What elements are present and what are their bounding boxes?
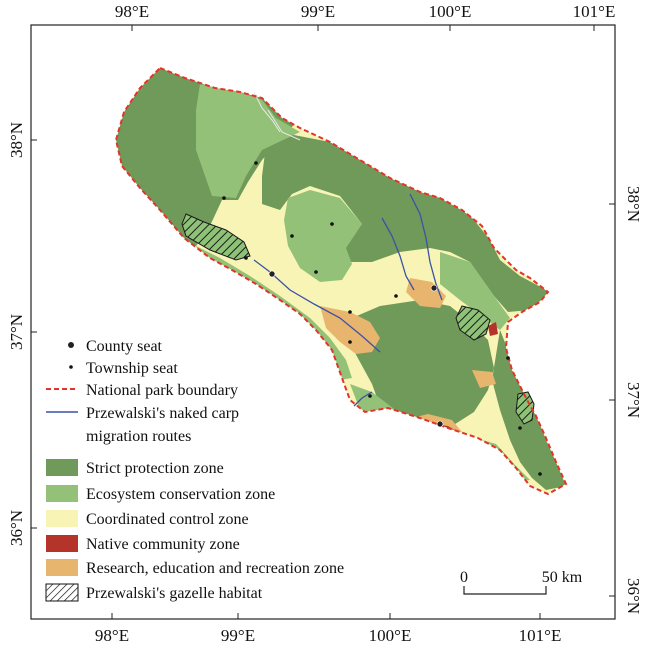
research-zone-central (320, 306, 380, 354)
top-lon-label: 98°E (115, 2, 149, 21)
legend-coordinated: Coordinated control zone (86, 511, 249, 528)
township-seat-marker (330, 222, 334, 226)
research-zone-east (472, 370, 496, 388)
township-seat-marker (348, 310, 352, 314)
top-lon-label: 101°E (573, 2, 616, 21)
legend-research: Research, education and recreation zone (86, 560, 344, 577)
left-lat-label: 37°N (7, 314, 26, 350)
township-seat-marker (518, 426, 522, 430)
drainage-line-a (253, 91, 281, 133)
county-seat-marker (268, 270, 276, 278)
township-seat-marker (290, 234, 294, 238)
gazelle-habitats (181, 213, 535, 425)
ecosystem-conservation-zone-north (196, 84, 300, 198)
right-lat-label: 37°N (624, 382, 643, 418)
legend-gazelle: Przewalski's gazelle habitat (86, 585, 263, 602)
scale-start-label: 0 (460, 569, 468, 586)
township-seat-marker (254, 161, 258, 165)
scale-bar-line (463, 586, 547, 595)
township-seat-marker (394, 294, 398, 298)
drainage-lines (253, 91, 301, 141)
community-swatch-icon (46, 535, 78, 552)
township-seat-marker (506, 356, 510, 360)
township-seat-marker (368, 394, 372, 398)
migration-route-north-a (381, 217, 415, 291)
legend-ecosystem: Ecosystem conservation zone (86, 486, 275, 503)
legend-county-seat: County seat (86, 338, 163, 355)
ecosystem-conservation-zone-central (284, 190, 362, 282)
township-seat-marker (538, 472, 542, 476)
scale-end-label: 50 km (542, 569, 583, 586)
scale-bar: 0 50 km (460, 569, 583, 595)
left-lat-label: 36°N (7, 510, 26, 546)
research-swatch-icon (46, 559, 78, 576)
legend-strict: Strict protection zone (86, 460, 224, 477)
gazelle-habitat-west (181, 213, 251, 261)
county-seats (268, 270, 444, 428)
township-seat-icon (69, 365, 73, 369)
legend: County seat Township seat National park … (45, 338, 344, 602)
gazelle-swatch-icon (45, 583, 79, 602)
strict-protection-zone-central (348, 300, 494, 432)
strict-protection-zone-northeast (262, 130, 550, 312)
research-zone-lake (406, 278, 446, 308)
county-seat-marker (436, 420, 444, 428)
top-lon-label: 100°E (429, 2, 472, 21)
legend-carp-line2: migration routes (86, 428, 191, 445)
township-seat-marker (222, 196, 226, 200)
bottom-lon-label: 100°E (369, 626, 412, 645)
ecosystem-swatch-icon (46, 485, 78, 502)
strict-swatch-icon (46, 459, 78, 476)
legend-community: Native community zone (86, 536, 240, 553)
right-lat-label: 38°N (624, 186, 643, 222)
gazelle-habitat-southeast (515, 391, 535, 425)
migration-route-south (353, 391, 373, 407)
legend-carp-line1: Przewalski's naked carp (86, 405, 239, 422)
township-seat-marker (314, 270, 318, 274)
coordinated-swatch-icon (46, 510, 78, 527)
ecosystem-conservation-zone-east (440, 252, 510, 330)
graticule-ticks (31, 25, 615, 619)
top-lon-label: 99°E (301, 2, 335, 21)
township-seats (222, 161, 542, 476)
bottom-lon-label: 98°E (95, 626, 129, 645)
bottom-lon-label: 99°E (221, 626, 255, 645)
left-lat-label: 38°N (7, 122, 26, 158)
right-lat-label: 36°N (624, 578, 643, 614)
bottom-lon-label: 101°E (519, 626, 562, 645)
drainage-line-b (267, 109, 301, 141)
legend-township-seat: Township seat (86, 360, 178, 377)
gazelle-habitat-east (455, 305, 491, 341)
township-seat-marker (244, 256, 248, 260)
township-seat-marker (348, 340, 352, 344)
native-community-zone-east (488, 322, 498, 336)
legend-boundary: National park boundary (86, 382, 238, 399)
county-seat-marker (430, 284, 438, 292)
county-seat-icon (68, 342, 74, 348)
